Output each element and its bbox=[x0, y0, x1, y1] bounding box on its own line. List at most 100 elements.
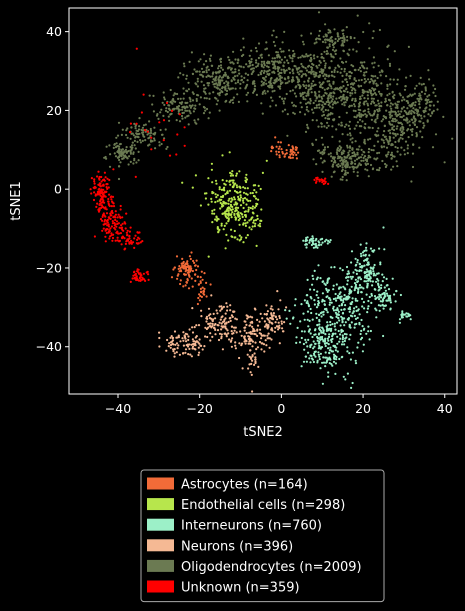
scatter-point bbox=[93, 182, 96, 185]
scatter-point bbox=[96, 190, 99, 193]
scatter-point bbox=[219, 57, 223, 60]
scatter-point bbox=[186, 260, 189, 263]
scatter-point bbox=[393, 50, 396, 53]
scatter-point bbox=[284, 69, 287, 73]
scatter-point bbox=[250, 373, 253, 376]
scatter-point bbox=[364, 80, 368, 83]
scatter-point bbox=[324, 333, 327, 336]
scatter-point bbox=[217, 231, 220, 234]
scatter-point bbox=[311, 108, 314, 111]
scatter-point bbox=[389, 116, 392, 119]
scatter-point bbox=[255, 50, 258, 53]
scatter-point bbox=[108, 165, 112, 168]
scatter-point bbox=[111, 220, 114, 223]
scatter-point bbox=[373, 144, 376, 147]
legend-label: Unknown (n=359) bbox=[181, 581, 300, 596]
scatter-point bbox=[336, 70, 339, 73]
scatter-point bbox=[274, 67, 277, 70]
scatter-point bbox=[327, 239, 330, 242]
scatter-point bbox=[224, 215, 227, 218]
scatter-point bbox=[384, 289, 387, 292]
scatter-point bbox=[400, 313, 403, 316]
scatter-point bbox=[181, 257, 184, 260]
scatter-point bbox=[346, 83, 349, 87]
scatter-point bbox=[284, 82, 287, 85]
scatter-point bbox=[379, 300, 382, 303]
scatter-point bbox=[406, 147, 409, 150]
scatter-point bbox=[281, 110, 284, 113]
scatter-point bbox=[363, 264, 366, 267]
scatter-point bbox=[364, 258, 367, 261]
scatter-point bbox=[294, 146, 297, 149]
scatter-point bbox=[337, 317, 340, 320]
scatter-point bbox=[325, 126, 328, 129]
scatter-point bbox=[319, 277, 322, 280]
scatter-point bbox=[401, 132, 405, 135]
scatter-point bbox=[382, 134, 385, 137]
scatter-point bbox=[229, 171, 232, 174]
scatter-point bbox=[312, 80, 315, 83]
scatter-point bbox=[263, 325, 267, 328]
scatter-point bbox=[394, 111, 397, 115]
scatter-point bbox=[229, 61, 232, 64]
scatter-point bbox=[306, 123, 309, 126]
scatter-point bbox=[254, 333, 257, 336]
scatter-point bbox=[115, 220, 119, 223]
scatter-point bbox=[307, 80, 310, 83]
scatter-point bbox=[317, 100, 321, 103]
scatter-point bbox=[364, 122, 367, 126]
scatter-point bbox=[392, 132, 396, 135]
scatter-point bbox=[134, 147, 137, 150]
scatter-point bbox=[185, 268, 188, 272]
scatter-point bbox=[313, 57, 316, 60]
scatter-point bbox=[173, 355, 176, 358]
series-2-points bbox=[284, 226, 412, 389]
scatter-point bbox=[360, 78, 363, 82]
scatter-point bbox=[271, 315, 274, 318]
scatter-point bbox=[418, 92, 421, 95]
scatter-point bbox=[178, 113, 181, 116]
scatter-point bbox=[228, 88, 231, 91]
scatter-point bbox=[253, 88, 257, 91]
scatter-point bbox=[330, 35, 333, 39]
scatter-point bbox=[239, 330, 242, 333]
scatter-point bbox=[107, 230, 110, 233]
scatter-point bbox=[287, 144, 290, 147]
scatter-point bbox=[257, 184, 260, 187]
scatter-point bbox=[327, 103, 330, 106]
scatter-point bbox=[419, 114, 423, 117]
scatter-point bbox=[430, 100, 433, 103]
scatter-point bbox=[273, 79, 276, 82]
scatter-point bbox=[92, 198, 96, 202]
scatter-point bbox=[170, 109, 174, 112]
scatter-point bbox=[223, 189, 226, 192]
scatter-point bbox=[310, 82, 313, 85]
scatter-point bbox=[197, 324, 201, 327]
scatter-point bbox=[374, 104, 377, 107]
scatter-point bbox=[309, 102, 312, 105]
scatter-point bbox=[147, 273, 150, 276]
scatter-point bbox=[278, 145, 281, 148]
scatter-point bbox=[307, 330, 310, 333]
scatter-point bbox=[197, 60, 200, 63]
scatter-point bbox=[218, 81, 221, 84]
scatter-point bbox=[151, 103, 154, 106]
scatter-point bbox=[237, 198, 240, 201]
scatter-point bbox=[399, 133, 402, 136]
scatter-point bbox=[97, 170, 100, 173]
scatter-point bbox=[395, 127, 398, 130]
scatter-point bbox=[197, 118, 200, 121]
scatter-point bbox=[380, 101, 383, 104]
scatter-point bbox=[213, 208, 216, 211]
scatter-point bbox=[225, 233, 228, 236]
scatter-point bbox=[351, 137, 354, 140]
scatter-point bbox=[224, 312, 227, 315]
scatter-point bbox=[344, 160, 347, 163]
scatter-point bbox=[443, 161, 446, 164]
scatter-point bbox=[177, 104, 181, 108]
scatter-point bbox=[385, 284, 388, 287]
scatter-point bbox=[333, 28, 336, 31]
scatter-point bbox=[360, 266, 363, 269]
scatter-point bbox=[316, 337, 319, 340]
scatter-point bbox=[217, 324, 220, 327]
